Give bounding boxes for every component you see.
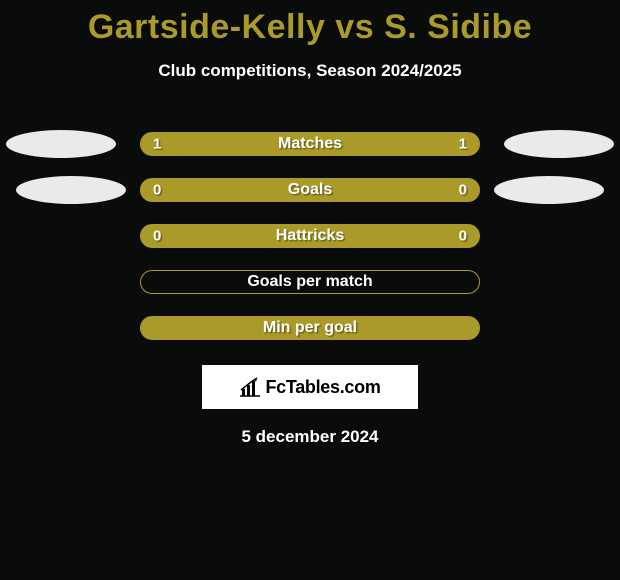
- stat-pill: Goals per match: [140, 270, 480, 294]
- ellipse-left: [6, 130, 116, 158]
- infographic-container: Gartside-Kelly vs S. Sidibe Club competi…: [0, 0, 620, 580]
- subtitle: Club competitions, Season 2024/2025: [0, 61, 620, 81]
- stat-row: 0 Goals 0: [0, 167, 620, 213]
- stat-row: 1 Matches 1: [0, 121, 620, 167]
- stat-row: Goals per match: [0, 259, 620, 305]
- stat-label: Goals per match: [247, 273, 372, 291]
- bar-chart-icon: [239, 377, 261, 397]
- logo-box: FcTables.com: [202, 365, 418, 409]
- stat-pill: 0 Hattricks 0: [140, 224, 480, 248]
- stat-value-left: 1: [153, 136, 161, 153]
- logo: FcTables.com: [239, 377, 380, 398]
- stat-rows: 1 Matches 1 0 Goals 0 0 Hattricks 0 Goals per mat…: [0, 121, 620, 351]
- ellipse-right: [494, 176, 604, 204]
- stat-label: Hattricks: [276, 227, 344, 245]
- ellipse-right: [504, 130, 614, 158]
- stat-label: Min per goal: [263, 319, 357, 337]
- stat-pill: 0 Goals 0: [140, 178, 480, 202]
- stat-pill: 1 Matches 1: [140, 132, 480, 156]
- date-text: 5 december 2024: [0, 427, 620, 447]
- logo-text: FcTables.com: [265, 377, 380, 398]
- stat-row: Min per goal: [0, 305, 620, 351]
- stat-value-right: 0: [459, 228, 467, 245]
- stat-label: Goals: [288, 181, 332, 199]
- ellipse-left: [16, 176, 126, 204]
- stat-value-left: 0: [153, 228, 161, 245]
- stat-value-left: 0: [153, 182, 161, 199]
- stat-row: 0 Hattricks 0: [0, 213, 620, 259]
- stat-value-right: 0: [459, 182, 467, 199]
- stat-pill: Min per goal: [140, 316, 480, 340]
- stat-label: Matches: [278, 135, 342, 153]
- stat-value-right: 1: [459, 136, 467, 153]
- page-title: Gartside-Kelly vs S. Sidibe: [0, 0, 620, 47]
